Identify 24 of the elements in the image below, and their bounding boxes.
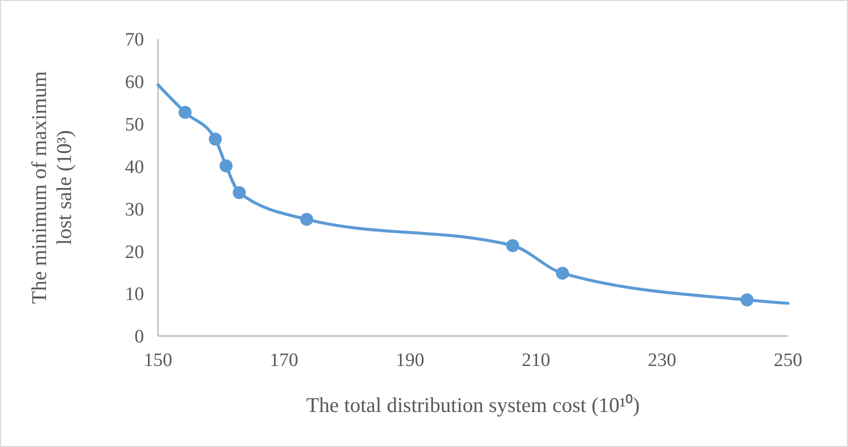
y-tick-label: 60 [125, 72, 144, 94]
x-tick-label: 190 [396, 350, 424, 371]
y-tick-label: 40 [125, 156, 144, 178]
point [232, 186, 246, 200]
point [220, 159, 233, 172]
x-tick-label: 150 [144, 350, 172, 371]
x-tick-label: 250 [774, 350, 802, 371]
y-tick-label: 10 [125, 284, 144, 306]
point [178, 106, 192, 119]
point [300, 212, 314, 226]
point [740, 293, 754, 306]
x-tick-label: 210 [522, 350, 550, 371]
point [208, 132, 222, 146]
point [506, 239, 520, 252]
point [556, 266, 569, 280]
y-tick-label: 70 [125, 30, 144, 51]
x-axis-title: The total distribution system cost (10¹⁰) [306, 393, 640, 417]
y-tick-label: 20 [125, 242, 144, 263]
y-tick-label: 50 [125, 114, 144, 136]
y-axis-title: The minimum of maximum lost sale (10³) [27, 71, 76, 304]
y-tick-label: 30 [125, 199, 144, 220]
y-tick-label: 0 [134, 326, 144, 348]
x-tick-label: 230 [648, 350, 676, 371]
x-tick-label: 170 [270, 350, 298, 371]
